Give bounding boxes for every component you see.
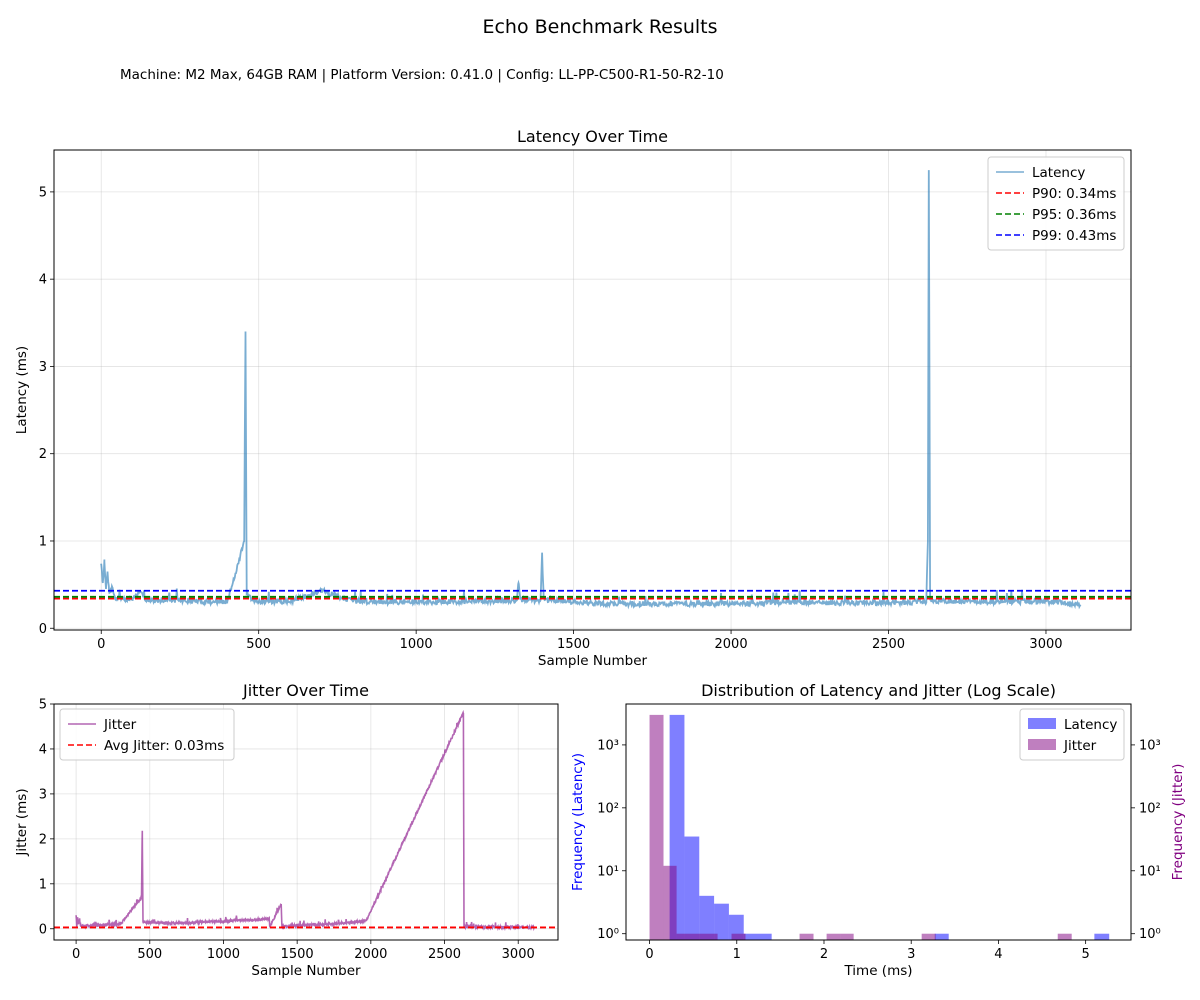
jitter-hist-bar bbox=[663, 865, 677, 940]
latency-hist-bar bbox=[699, 895, 715, 940]
y-tick-label: 4 bbox=[39, 742, 47, 757]
jitter-hist-bar bbox=[731, 933, 746, 940]
y-tick-label: 3 bbox=[39, 787, 47, 802]
latency-chart: 0 500 1000 1500 2000 2500 3000 0 1 2 3 4 5 Latency Ov… bbox=[14, 127, 1132, 669]
right-y-tick-label: 10⁰ bbox=[1139, 927, 1161, 942]
latency-hist-bar bbox=[728, 914, 744, 940]
right-y-axis-label: Frequency (Jitter) bbox=[1170, 764, 1186, 881]
legend-label: Avg Jitter: 0.03ms bbox=[104, 738, 224, 754]
jitter-hist-bar bbox=[799, 933, 814, 940]
jitter-chart: 0 500 1000 1500 2000 2500 3000 0 1 2 3 4 5 Jitter Ove… bbox=[14, 681, 559, 979]
x-tick-label: 1000 bbox=[207, 947, 240, 962]
chart-title: Latency Over Time bbox=[517, 127, 668, 146]
x-tick-label: 1 bbox=[733, 947, 741, 962]
right-y-tick-label: 10² bbox=[1139, 801, 1161, 816]
latency-hist-bar bbox=[934, 933, 949, 940]
legend-swatch bbox=[1028, 718, 1056, 729]
x-axis-label: Sample Number bbox=[251, 963, 361, 979]
jitter-hist-bar bbox=[676, 933, 718, 940]
x-tick-label: 3 bbox=[907, 947, 915, 962]
latency-hist-bar bbox=[743, 933, 772, 940]
jitter-hist-bar bbox=[826, 933, 841, 940]
x-axis-label: Sample Number bbox=[538, 653, 648, 669]
y-tick-label: 10¹ bbox=[597, 864, 619, 879]
legend-box bbox=[987, 156, 1125, 251]
x-tick-label: 5 bbox=[1082, 947, 1090, 962]
jitter-hist-bar bbox=[649, 714, 664, 940]
plot-frame bbox=[625, 703, 1132, 941]
x-tick-label: 1500 bbox=[557, 637, 590, 652]
right-y-tick-label: 10¹ bbox=[1139, 864, 1161, 879]
y-tick-label: 5 bbox=[39, 185, 47, 200]
legend-label: Jitter bbox=[1063, 738, 1097, 754]
latency-hist-bar bbox=[714, 903, 729, 940]
x-tick-label: 1500 bbox=[281, 947, 314, 962]
latency-hist-bar bbox=[684, 836, 700, 940]
y-tick-label: 10² bbox=[597, 801, 619, 816]
plot-frame bbox=[53, 703, 559, 941]
x-tick-label: 2500 bbox=[872, 637, 905, 652]
jitter-hist-bar bbox=[921, 933, 936, 940]
y-tick-label: 2 bbox=[39, 832, 47, 847]
legend-swatch bbox=[1028, 739, 1056, 750]
legend-label: Latency bbox=[1032, 165, 1085, 181]
legend-label: Latency bbox=[1064, 717, 1117, 733]
y-axis-label: Jitter (ms) bbox=[14, 788, 30, 856]
x-tick-label: 3000 bbox=[502, 947, 535, 962]
x-tick-label: 500 bbox=[137, 947, 162, 962]
x-tick-label: 3000 bbox=[1029, 637, 1062, 652]
y-tick-label: 10³ bbox=[597, 738, 619, 753]
x-tick-label: 0 bbox=[97, 637, 105, 652]
legend-label: P90: 0.34ms bbox=[1032, 186, 1116, 202]
figure-title: Echo Benchmark Results bbox=[482, 16, 718, 38]
y-tick-label: 0 bbox=[39, 622, 47, 637]
x-tick-label: 2000 bbox=[715, 637, 748, 652]
x-axis-label: Time (ms) bbox=[843, 963, 912, 979]
y-tick-label: 3 bbox=[39, 360, 47, 375]
x-tick-label: 4 bbox=[994, 947, 1002, 962]
plot-frame bbox=[53, 149, 1132, 631]
x-tick-label: 0 bbox=[72, 947, 80, 962]
latency-hist-bar bbox=[1094, 933, 1110, 940]
y-axis-label: Frequency (Latency) bbox=[570, 753, 586, 891]
y-tick-label: 2 bbox=[39, 447, 47, 462]
y-tick-label: 1 bbox=[39, 877, 47, 892]
jitter-series-line bbox=[75, 709, 535, 932]
legend-label: P95: 0.36ms bbox=[1032, 207, 1116, 223]
chart-title: Distribution of Latency and Jitter (Log … bbox=[701, 681, 1056, 700]
x-tick-label: 2000 bbox=[354, 947, 387, 962]
legend-label: Jitter bbox=[103, 717, 137, 733]
chart-title: Jitter Over Time bbox=[242, 681, 369, 700]
jitter-hist-bar bbox=[840, 933, 854, 940]
legend-label: P99: 0.43ms bbox=[1032, 228, 1116, 244]
x-tick-label: 2500 bbox=[428, 947, 461, 962]
distribution-chart: 0 1 2 3 4 5 10⁰ 10¹ 10² 10³ Distribution of Latenc… bbox=[570, 681, 1186, 979]
y-tick-label: 10⁰ bbox=[597, 927, 619, 942]
y-tick-label: 5 bbox=[39, 698, 47, 713]
y-tick-label: 4 bbox=[39, 273, 47, 288]
x-tick-label: 2 bbox=[820, 947, 828, 962]
x-tick-label: 500 bbox=[246, 637, 271, 652]
x-tick-label: 0 bbox=[645, 947, 653, 962]
jitter-hist-bar bbox=[1057, 933, 1072, 940]
legend-box bbox=[59, 708, 235, 761]
y-axis-label: Latency (ms) bbox=[14, 346, 30, 434]
figure-subtitle: Machine: M2 Max, 64GB RAM | Platform Ver… bbox=[120, 67, 724, 83]
y-tick-label: 1 bbox=[39, 534, 47, 549]
right-y-tick-label: 10³ bbox=[1139, 738, 1161, 753]
x-tick-label: 1000 bbox=[400, 637, 433, 652]
latency-series-line bbox=[100, 170, 1082, 610]
y-tick-label: 0 bbox=[39, 922, 47, 937]
